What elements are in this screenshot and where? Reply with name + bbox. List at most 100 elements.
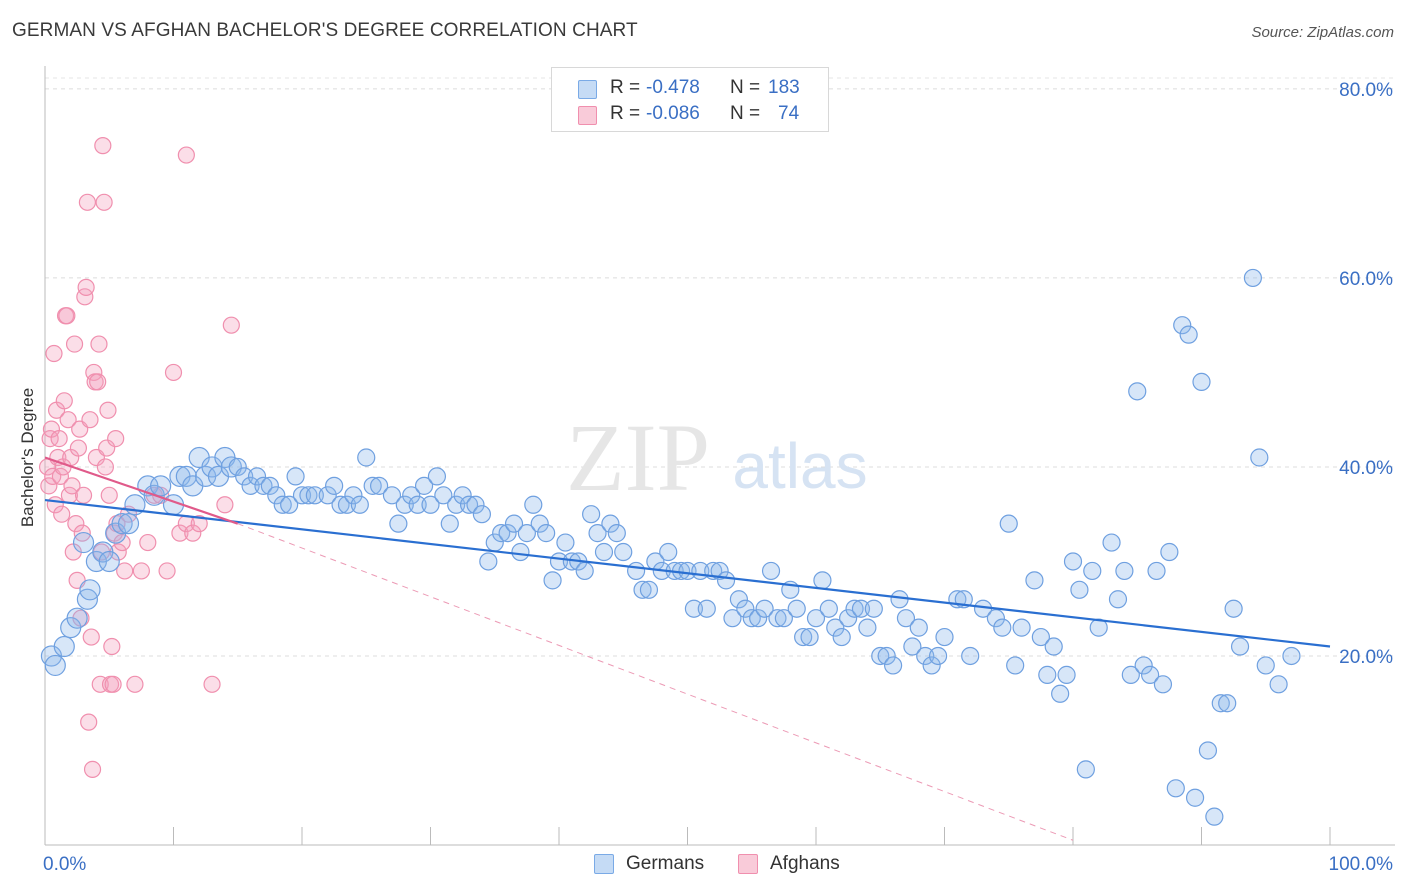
german-point: [150, 475, 172, 497]
afghan-point: [116, 562, 134, 580]
source-label: Source: ZipAtlas.com: [1251, 24, 1394, 41]
german-point: [864, 599, 883, 618]
afghan-point: [100, 486, 118, 504]
german-point: [325, 476, 344, 495]
y-tick-label: 40.0%: [1339, 458, 1393, 479]
german-point: [337, 495, 357, 514]
afghan-point: [103, 637, 121, 656]
german-point: [594, 542, 614, 562]
afghan-swatch: [738, 854, 758, 874]
german-point: [1173, 316, 1192, 335]
german-point: [254, 476, 273, 495]
y-tick-label: 20.0%: [1339, 647, 1393, 668]
german-point: [819, 599, 838, 618]
german-point: [517, 524, 536, 543]
german-point: [588, 524, 607, 543]
german-point: [710, 561, 729, 581]
n-label: N =: [730, 103, 761, 124]
afghan-point: [90, 335, 108, 353]
afghan-point: [164, 363, 183, 382]
trend-lines: [44, 456, 1331, 841]
german-point: [890, 590, 909, 609]
german-point: [247, 467, 267, 486]
german-point: [492, 524, 511, 543]
german-point: [903, 637, 922, 656]
x-tick-label: 100.0%: [1329, 854, 1394, 875]
afghan-swatch: [578, 106, 597, 125]
german-point: [395, 495, 414, 514]
german-point: [883, 656, 903, 675]
stats-legend: R = -0.478 N = 183 R = -0.086 N = 74: [551, 67, 829, 132]
german-point: [871, 646, 890, 666]
german-trend-line: [44, 498, 1331, 648]
german-point: [1166, 779, 1185, 798]
german-point: [659, 542, 678, 562]
german-point: [787, 599, 806, 618]
afghan-point: [132, 562, 150, 580]
german-point: [742, 609, 761, 628]
german-point: [877, 646, 896, 666]
german-point: [716, 571, 736, 590]
afghan-point: [59, 411, 77, 429]
afghan-point: [190, 515, 208, 533]
afghan-point: [69, 439, 88, 457]
german-point: [993, 618, 1012, 637]
german-point: [845, 599, 864, 618]
german-point: [1243, 268, 1263, 288]
afghan-point: [95, 193, 113, 211]
german-point: [1051, 684, 1070, 703]
german-point: [626, 561, 646, 581]
german-point: [1044, 637, 1063, 656]
german-point: [729, 590, 749, 609]
german-point: [111, 513, 133, 535]
german-point: [267, 486, 286, 505]
german-point: [1153, 675, 1173, 694]
german-point: [736, 599, 755, 618]
german-point: [582, 505, 601, 524]
german-point: [1230, 637, 1250, 656]
german-point: [1057, 665, 1076, 684]
afghan-point: [98, 439, 116, 457]
german-point: [1185, 788, 1205, 807]
german-point: [1140, 665, 1160, 684]
german-point: [601, 514, 620, 533]
n-label: N =: [730, 77, 761, 98]
afghan-point: [50, 429, 68, 448]
german-point: [389, 514, 408, 533]
afghan-point: [139, 533, 157, 552]
german-point: [999, 514, 1018, 533]
german-point: [414, 476, 434, 495]
german-point: [1076, 760, 1095, 779]
afghan-point: [203, 675, 221, 693]
german-point: [357, 448, 376, 467]
german-point: [1083, 561, 1102, 581]
german-point: [800, 627, 819, 647]
german-swatch: [594, 854, 614, 874]
german-point: [935, 627, 954, 647]
german-point: [511, 542, 530, 562]
legend-label-afghans: Afghans: [770, 853, 840, 874]
y-tick-label: 80.0%: [1339, 80, 1393, 101]
german-point: [909, 618, 928, 637]
german-point: [851, 599, 871, 618]
german-point: [723, 609, 742, 628]
german-point: [896, 609, 916, 628]
german-point: [273, 495, 292, 514]
german-point: [749, 609, 768, 628]
german-point: [813, 571, 832, 590]
afghan-point: [58, 307, 76, 325]
german-point: [1250, 448, 1269, 467]
german-point: [633, 580, 652, 599]
german-point: [459, 495, 479, 514]
afghan-point: [74, 486, 93, 504]
german-point: [305, 486, 324, 505]
german-point: [1160, 542, 1179, 562]
german-point: [806, 609, 826, 628]
german-point: [344, 486, 363, 505]
german-point: [241, 476, 260, 495]
german-point: [427, 467, 447, 486]
german-point: [1063, 552, 1083, 571]
german-point: [280, 495, 299, 514]
german-point: [228, 457, 247, 477]
afghan-point: [184, 524, 202, 542]
